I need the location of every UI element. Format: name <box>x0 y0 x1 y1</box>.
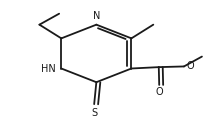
Text: HN: HN <box>41 64 56 73</box>
Text: S: S <box>91 108 97 118</box>
Text: O: O <box>186 62 194 71</box>
Text: O: O <box>155 87 163 97</box>
Text: N: N <box>93 11 100 21</box>
